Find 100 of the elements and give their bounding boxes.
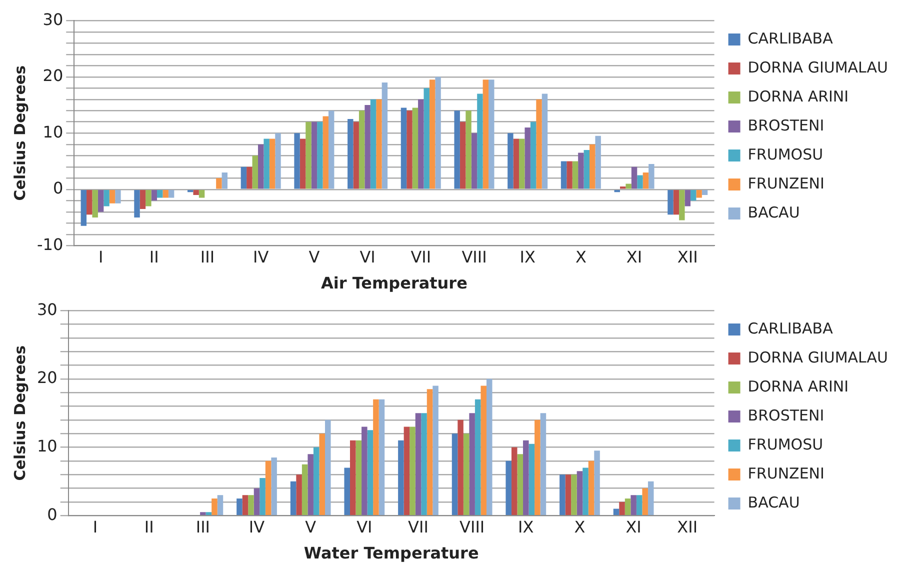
bar [648, 164, 654, 189]
bar [350, 440, 356, 515]
bar [370, 99, 376, 189]
bar [348, 119, 354, 189]
bar [511, 447, 518, 515]
x-tick-label: II [144, 517, 154, 536]
x-tick-label: I [98, 247, 104, 266]
bar [317, 122, 323, 189]
bar [508, 133, 514, 189]
y-tick-label: 30 [42, 10, 64, 29]
x-tick-label: VIII [462, 247, 487, 266]
y-tick-label: 0 [47, 504, 58, 524]
bar [584, 150, 590, 189]
x-tick-label: X [574, 517, 586, 536]
bar [429, 80, 436, 189]
bar [637, 175, 643, 189]
bar [252, 156, 258, 189]
legend-label: FRUMOSU [748, 145, 824, 164]
bar [322, 116, 328, 189]
x-tick-label: XII [677, 517, 698, 536]
bar [466, 110, 472, 189]
bar [426, 389, 433, 515]
bar [421, 413, 427, 515]
bar [198, 190, 205, 198]
y-tick-label: 30 [37, 300, 58, 319]
bar [404, 426, 410, 515]
bar [217, 495, 224, 515]
bar [265, 460, 272, 515]
bar [534, 420, 540, 515]
legend-label: FRUNZENI [748, 174, 824, 192]
bar [406, 110, 412, 189]
bar [367, 430, 374, 515]
bar [572, 161, 578, 189]
bar [311, 122, 318, 189]
bar [98, 190, 104, 212]
bar [524, 127, 530, 189]
bar [578, 152, 584, 189]
bar [424, 88, 430, 189]
legend-label: FRUMOSU [748, 435, 824, 454]
bar [513, 138, 520, 189]
bar [480, 386, 486, 515]
bar [582, 468, 588, 515]
x-tick-label: XII [677, 247, 698, 266]
bar [560, 161, 567, 189]
y-tick-label: 0 [52, 178, 64, 198]
bar [260, 478, 266, 515]
bar [300, 138, 306, 189]
x-tick-label: VI [360, 247, 376, 266]
bar [684, 190, 690, 206]
bar [306, 122, 312, 189]
bar [193, 190, 199, 195]
bar [613, 508, 620, 515]
bar [486, 378, 492, 515]
bar [92, 190, 98, 218]
legend-label: DORNA ARINI [748, 377, 849, 396]
y-tick-label: -10 [36, 234, 64, 254]
bar [200, 512, 206, 515]
x-tick-label: VII [408, 517, 428, 536]
bar [542, 94, 548, 189]
x-tick-label: IV [248, 517, 265, 536]
bar [269, 138, 276, 189]
bar [519, 138, 525, 189]
bar [435, 76, 441, 189]
bar [536, 99, 542, 189]
bar [517, 454, 524, 515]
bar [410, 426, 416, 515]
legend-label: DORNA GIUMALAU [748, 348, 888, 366]
x-tick-label: III [200, 247, 215, 266]
bar [477, 94, 483, 189]
bar [80, 190, 87, 226]
bar [576, 471, 583, 515]
legend-label: FRUNZENI [748, 464, 824, 482]
bar [624, 498, 631, 515]
bar [460, 122, 466, 189]
bar [242, 495, 248, 515]
x-tick-label: VI [356, 517, 372, 536]
bar [488, 80, 494, 189]
bar [344, 468, 350, 515]
bar [415, 413, 422, 515]
bar [588, 460, 594, 515]
x-tick-label: X [575, 247, 586, 266]
bar [382, 82, 388, 189]
bar [216, 178, 222, 189]
bar [528, 444, 535, 515]
bar [696, 190, 702, 198]
legend-label: BROSTENI [748, 406, 824, 424]
bar [146, 190, 152, 206]
bar [378, 399, 385, 515]
legend-label: DORNA GIUMALAU [748, 58, 888, 76]
bar [523, 440, 529, 515]
bar [566, 161, 572, 189]
bar [590, 144, 596, 189]
legend-label: BACAU [748, 203, 800, 222]
bar [463, 434, 470, 515]
x-tick-label: V [305, 517, 316, 536]
bar [240, 166, 247, 189]
bar [109, 190, 116, 204]
bar [571, 474, 577, 515]
bar [353, 122, 359, 189]
bar [642, 488, 648, 515]
